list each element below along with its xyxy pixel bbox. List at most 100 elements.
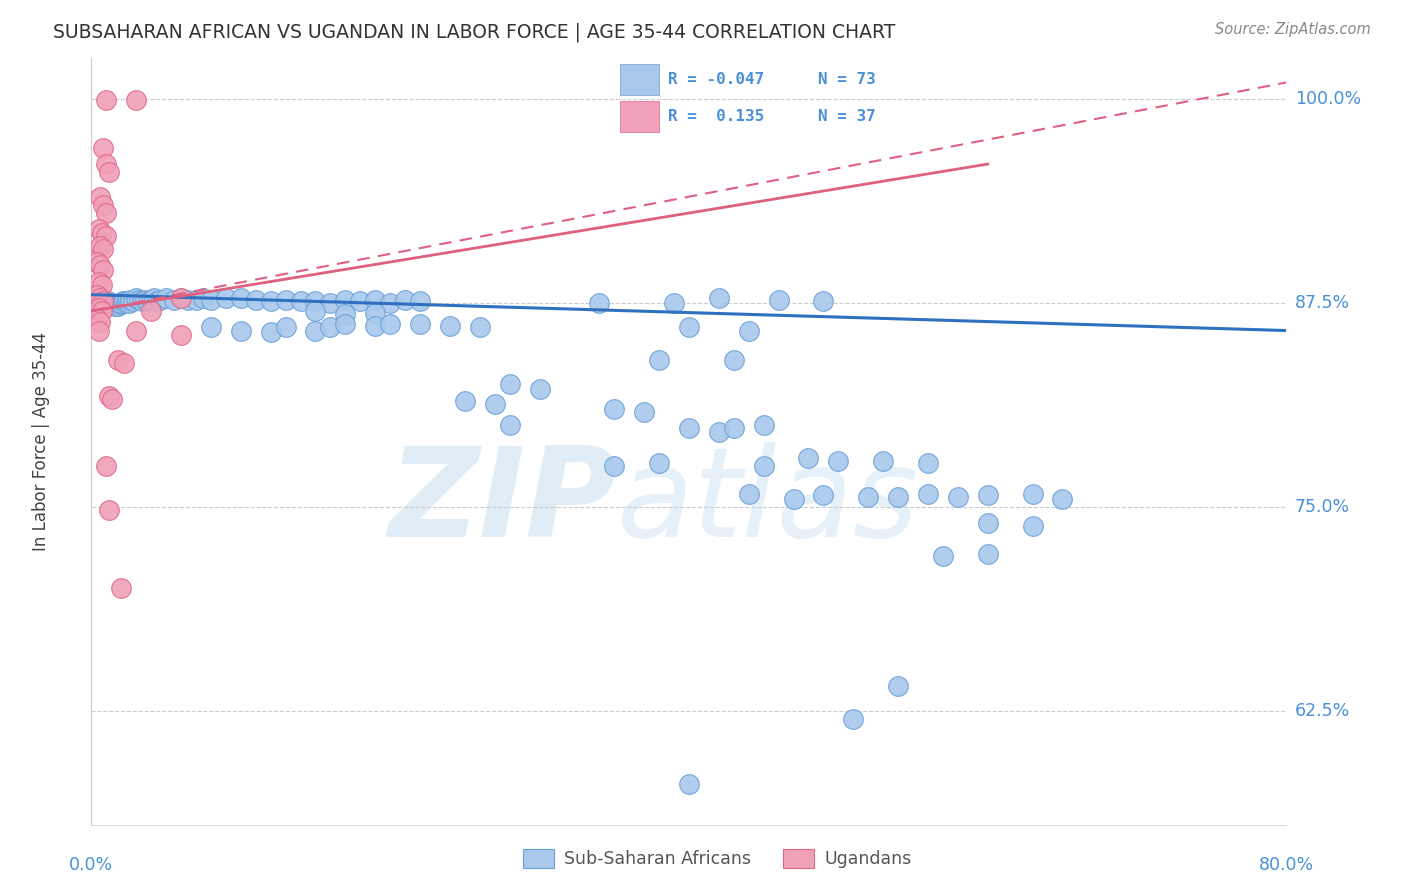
Point [184,293,207,307]
Point [245,293,267,307]
Point [93,263,115,277]
FancyBboxPatch shape [620,102,659,132]
Point [752,458,775,473]
Point [100,297,122,311]
Point [588,295,610,310]
Point [1052,491,1074,506]
Point [98,295,121,310]
Point [364,293,387,307]
Text: Source: ZipAtlas.com: Source: ZipAtlas.com [1215,22,1371,37]
Point [89,291,111,305]
Point [110,295,132,310]
Point [146,294,169,309]
Point [364,305,387,319]
Point [101,297,124,311]
Point [97,294,120,309]
Point [394,293,416,307]
Point [122,294,145,309]
Point [94,294,117,309]
Point [737,487,759,501]
Point [87,293,110,307]
Point [678,320,700,334]
Point [90,226,112,240]
Point [768,293,790,307]
Point [304,294,326,309]
Text: SUBSAHARAN AFRICAN VS UGANDAN IN LABOR FORCE | AGE 35-44 CORRELATION CHART: SUBSAHARAN AFRICAN VS UGANDAN IN LABOR F… [53,22,896,42]
Text: 75.0%: 75.0% [1295,498,1350,516]
Point [229,291,252,305]
Point [917,487,939,501]
Point [274,293,297,307]
Point [678,777,700,791]
Point [87,222,110,236]
Point [603,458,626,473]
Point [96,228,118,243]
Point [87,275,110,289]
Point [93,294,115,309]
Point [101,392,124,406]
Text: N = 73: N = 73 [818,72,876,87]
Point [107,299,129,313]
Point [678,421,700,435]
Point [170,328,193,343]
Point [364,318,387,333]
Point [98,503,121,517]
Point [115,294,138,309]
Point [90,277,112,292]
Point [723,421,745,435]
Point [259,294,281,309]
Point [335,317,357,331]
Point [529,382,551,396]
Point [290,294,312,309]
Point [90,304,112,318]
Point [707,425,730,439]
Text: N = 37: N = 37 [818,109,876,124]
Point [200,320,222,334]
Point [648,353,671,368]
Point [96,458,118,473]
Point [107,353,129,368]
Point [177,293,200,307]
Point [98,165,121,179]
Point [136,294,159,309]
FancyBboxPatch shape [620,64,659,95]
Point [409,317,432,331]
Point [603,401,626,416]
Point [946,490,969,504]
Point [112,356,135,370]
Point [170,291,193,305]
Point [110,582,132,596]
Point [90,295,112,310]
Point [96,157,118,171]
Point [89,190,111,204]
Text: 80.0%: 80.0% [1258,855,1315,873]
Point [87,324,110,338]
Text: 62.5%: 62.5% [1295,702,1350,720]
Point [155,291,177,305]
Point [499,418,522,433]
Point [200,293,222,307]
Point [96,206,118,220]
Point [84,291,107,305]
Point [633,405,655,419]
Point [335,307,357,321]
Point [131,294,153,309]
Point [468,320,491,334]
Point [259,325,281,339]
Point [707,291,730,305]
Point [103,297,125,311]
Point [89,315,111,329]
Point [648,456,671,470]
Text: atlas: atlas [617,442,920,564]
Point [193,291,215,305]
Point [752,418,775,433]
Point [128,293,150,307]
Point [484,397,506,411]
Point [335,293,357,307]
Point [170,291,193,305]
Point [86,255,108,269]
Point [215,291,238,305]
Point [454,393,477,408]
Point [380,317,402,331]
Point [93,295,115,310]
